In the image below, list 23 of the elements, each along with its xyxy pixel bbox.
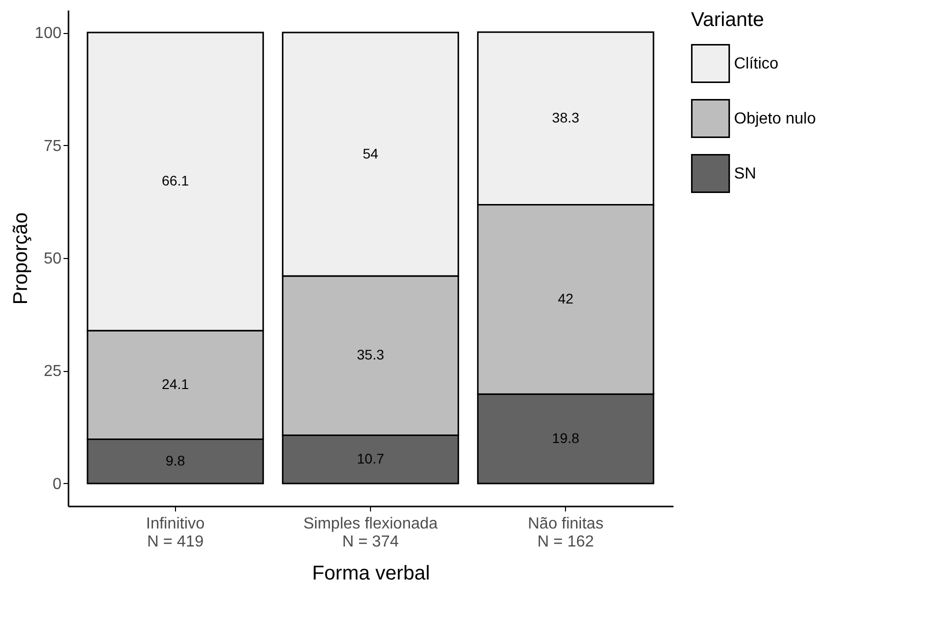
- legend-label: SN: [734, 166, 756, 182]
- x-tick-label: Infinitivo N = 419: [146, 516, 205, 550]
- y-tick-label: 100: [34, 25, 62, 42]
- y-tick-label: 25: [44, 363, 62, 380]
- data-label: 19.8: [552, 430, 580, 446]
- data-label: 9.8: [166, 452, 186, 468]
- data-label: 54: [362, 145, 378, 162]
- x-tick-label: Não finitas N = 162: [528, 516, 604, 550]
- x-tick-label: Simples flexionada N = 374: [303, 516, 438, 550]
- y-tick-label: 0: [52, 476, 62, 493]
- data-label: 38.3: [552, 109, 580, 126]
- y-axis-title: Proporção: [10, 212, 32, 305]
- data-label: 35.3: [356, 346, 384, 363]
- legend-label: Clítico: [734, 56, 779, 72]
- y-tick-label: 75: [44, 138, 62, 155]
- x-axis-title: Forma verbal: [312, 562, 430, 584]
- data-label: 24.1: [162, 376, 190, 392]
- legend-label: Objeto nulo: [734, 110, 816, 128]
- data-label: 10.7: [356, 450, 384, 466]
- data-label: 42: [558, 290, 574, 306]
- data-label: 66.1: [162, 172, 190, 189]
- legend-title: Variante: [691, 9, 764, 31]
- y-tick-label: 50: [44, 250, 62, 268]
